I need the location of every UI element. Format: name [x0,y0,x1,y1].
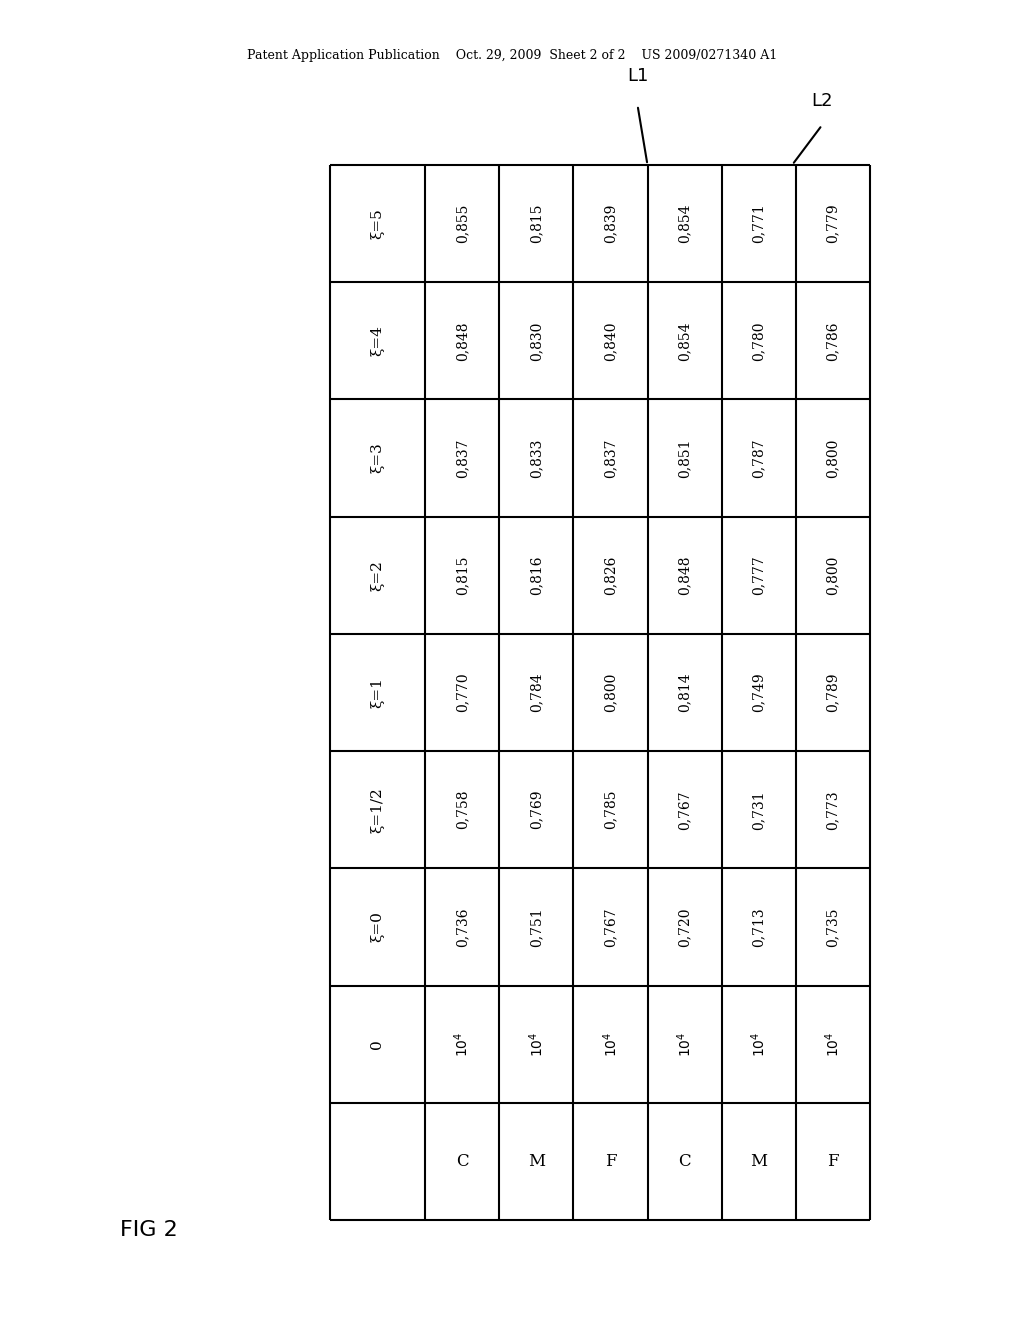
Text: Patent Application Publication    Oct. 29, 2009  Sheet 2 of 2    US 2009/0271340: Patent Application Publication Oct. 29, … [247,49,777,62]
Text: ξ=4: ξ=4 [371,326,384,356]
Text: 0,770: 0,770 [455,673,469,713]
Text: 0,787: 0,787 [752,438,766,478]
Text: 0,731: 0,731 [752,789,766,829]
Text: 0,758: 0,758 [455,789,469,829]
Text: 0,826: 0,826 [603,556,617,595]
Text: 0,785: 0,785 [603,789,617,829]
Text: 0,816: 0,816 [529,556,544,595]
Text: 0: 0 [371,1039,384,1049]
Text: ξ=3: ξ=3 [371,442,384,474]
Text: 0,848: 0,848 [455,321,469,360]
Text: FIG 2: FIG 2 [120,1220,178,1239]
Text: 0,777: 0,777 [752,556,766,595]
Text: 0,786: 0,786 [826,321,840,360]
Text: 0,767: 0,767 [603,907,617,946]
Text: 0,751: 0,751 [529,907,544,946]
Text: 0,784: 0,784 [529,673,544,713]
Text: 0,830: 0,830 [529,321,544,360]
Text: 0,769: 0,769 [529,789,544,829]
Text: 0,855: 0,855 [455,203,469,243]
Text: $10^4$: $10^4$ [527,1031,546,1057]
Text: 0,720: 0,720 [678,907,691,946]
Text: M: M [751,1152,767,1170]
Text: 0,837: 0,837 [603,438,617,478]
Text: C: C [456,1152,468,1170]
Text: L2: L2 [811,92,833,110]
Text: ξ=1/2: ξ=1/2 [371,787,384,833]
Text: 0,854: 0,854 [678,203,691,243]
Text: 0,773: 0,773 [826,789,840,829]
Text: 0,851: 0,851 [678,438,691,478]
Text: $10^4$: $10^4$ [601,1031,620,1057]
Text: $10^4$: $10^4$ [750,1031,768,1057]
Text: 0,848: 0,848 [678,556,691,595]
Text: 0,767: 0,767 [678,789,691,829]
Text: 0,771: 0,771 [752,203,766,243]
Text: 0,800: 0,800 [826,556,840,595]
Text: ξ=0: ξ=0 [371,912,384,942]
Text: 0,735: 0,735 [826,907,840,946]
Text: $10^4$: $10^4$ [675,1031,694,1057]
Text: L1: L1 [627,67,648,84]
Text: 0,840: 0,840 [603,321,617,360]
Text: 0,854: 0,854 [678,321,691,360]
Text: ξ=5: ξ=5 [371,209,384,239]
Text: 0,837: 0,837 [455,438,469,478]
Text: 0,713: 0,713 [752,907,766,946]
Text: 0,815: 0,815 [455,556,469,595]
Text: 0,814: 0,814 [678,673,691,713]
Text: F: F [604,1152,616,1170]
Text: 0,833: 0,833 [529,438,544,478]
Text: $10^4$: $10^4$ [823,1031,842,1057]
Text: 0,800: 0,800 [826,438,840,478]
Text: 0,815: 0,815 [529,203,544,243]
Text: 0,789: 0,789 [826,673,840,713]
Text: C: C [678,1152,691,1170]
Text: $10^4$: $10^4$ [453,1031,471,1057]
Text: 0,800: 0,800 [603,673,617,713]
Text: 0,839: 0,839 [603,203,617,243]
Text: ξ=1: ξ=1 [371,677,384,708]
Text: 0,780: 0,780 [752,321,766,360]
Text: 0,736: 0,736 [455,907,469,946]
Text: ξ=2: ξ=2 [371,560,384,591]
Text: 0,749: 0,749 [752,673,766,713]
Text: M: M [527,1152,545,1170]
Text: F: F [827,1152,839,1170]
Text: 0,779: 0,779 [826,203,840,243]
